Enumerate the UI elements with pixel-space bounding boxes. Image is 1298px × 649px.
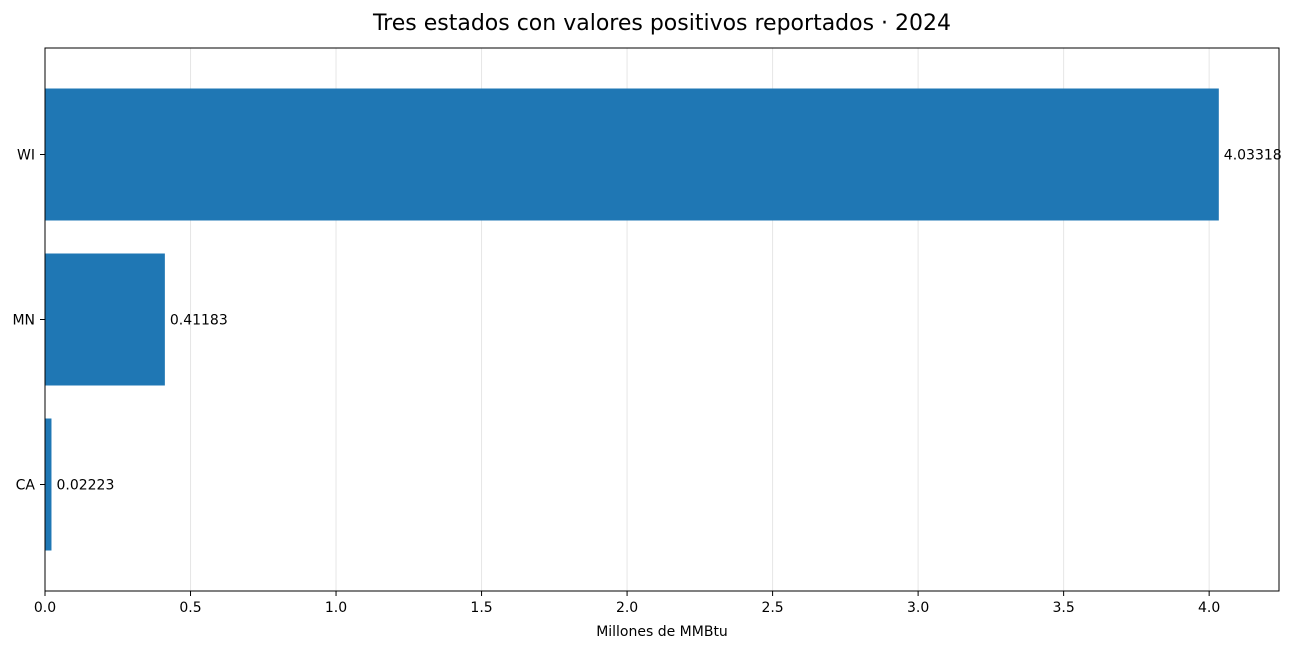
x-tick-label: 0.5 <box>179 600 201 616</box>
y-tick-label: MN <box>12 313 35 329</box>
label-layer: CA 0.02223 MN 0.41183 WI 4.03318 <box>12 148 1281 494</box>
bar-ca <box>45 418 52 551</box>
x-tick-label: 1.0 <box>325 600 347 616</box>
y-tick-label: WI <box>17 148 35 164</box>
chart-title: Tres estados con valores positivos repor… <box>372 11 951 36</box>
bar-layer <box>45 88 1219 551</box>
tick-layer: 0.0 0.5 1.0 1.5 2.0 2.5 3.0 3.5 4.0 <box>34 154 1220 616</box>
bar-value-label: 4.03318 <box>1224 148 1282 164</box>
x-tick-label: 2.0 <box>616 600 638 616</box>
x-tick-label: 3.0 <box>907 600 929 616</box>
bar-mn <box>45 253 165 386</box>
bar-value-label: 0.02223 <box>56 478 114 494</box>
bar-value-label: 0.41183 <box>170 313 228 329</box>
bar-wi <box>45 88 1219 221</box>
x-tick-label: 3.5 <box>1052 600 1074 616</box>
y-tick-label: CA <box>16 478 36 494</box>
x-tick-label: 1.5 <box>470 600 492 616</box>
x-tick-label: 0.0 <box>34 600 56 616</box>
x-tick-label: 4.0 <box>1198 600 1220 616</box>
x-tick-label: 2.5 <box>761 600 783 616</box>
x-axis-label: Millones de MMBtu <box>596 624 728 640</box>
